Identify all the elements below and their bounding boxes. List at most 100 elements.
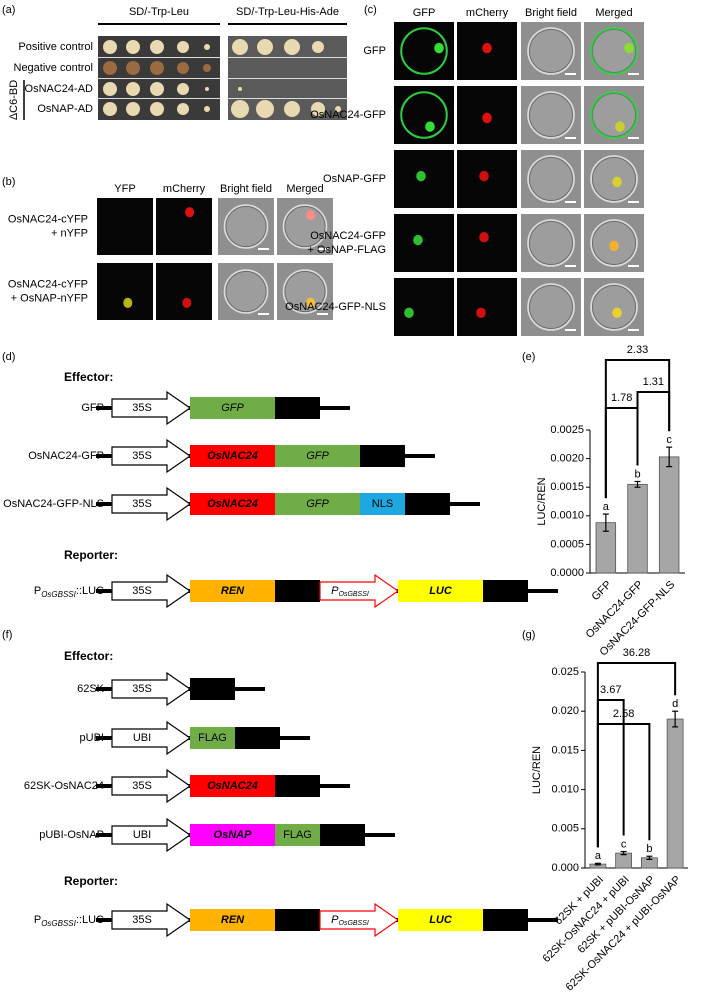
colony bbox=[256, 100, 274, 118]
fold-change: 36.28 bbox=[623, 647, 651, 659]
micrograph bbox=[394, 86, 454, 144]
part-text: UBI bbox=[133, 829, 151, 841]
part-text: Ter bbox=[498, 914, 514, 926]
bar bbox=[627, 483, 648, 574]
signal bbox=[182, 297, 192, 309]
fold-change: 2.33 bbox=[627, 344, 648, 356]
gene bbox=[405, 493, 450, 515]
cell bbox=[527, 283, 575, 331]
micrograph bbox=[394, 22, 454, 80]
part-text: 35S bbox=[132, 780, 152, 792]
gene bbox=[275, 580, 320, 602]
colony bbox=[177, 83, 189, 95]
colony bbox=[284, 39, 300, 55]
gene bbox=[190, 493, 275, 515]
part-text: 35S bbox=[132, 402, 152, 414]
gene bbox=[275, 493, 360, 515]
cell bbox=[223, 204, 269, 249]
signal bbox=[482, 112, 492, 124]
row-label: OsNAC24-cYFP bbox=[8, 278, 88, 290]
panel-label: (g) bbox=[522, 629, 535, 641]
signal bbox=[404, 307, 414, 319]
part-text: OsNAC24 bbox=[207, 498, 258, 510]
fold-change: 1.31 bbox=[643, 376, 664, 388]
colony bbox=[126, 102, 140, 116]
gene bbox=[190, 727, 235, 749]
panel-label: (c) bbox=[364, 4, 377, 16]
part-text: Ter bbox=[335, 829, 351, 841]
colony bbox=[126, 82, 140, 96]
micrograph bbox=[457, 278, 517, 336]
gene bbox=[483, 909, 528, 931]
micrograph bbox=[97, 198, 153, 255]
gene bbox=[190, 775, 275, 797]
colony bbox=[231, 100, 249, 118]
gfp-ring bbox=[590, 27, 638, 75]
part-label: OsNAP bbox=[214, 829, 253, 841]
part-text: Ter bbox=[290, 780, 306, 792]
promoter bbox=[319, 902, 400, 938]
part-label: 35S bbox=[132, 450, 152, 462]
colony bbox=[257, 39, 273, 55]
gene bbox=[275, 824, 320, 846]
panel-label: (d) bbox=[2, 351, 15, 363]
error-bar bbox=[594, 862, 601, 866]
part-label: 35S bbox=[132, 402, 152, 414]
part-label: Ter bbox=[205, 683, 221, 695]
part-text: OsNAC24 bbox=[207, 780, 258, 792]
part-label: Ter bbox=[498, 914, 514, 926]
cell-edge bbox=[528, 156, 574, 202]
x-tick-label: GFP bbox=[590, 579, 614, 603]
panel-label: (e) bbox=[522, 351, 535, 363]
row-label: + nYFP bbox=[51, 227, 88, 239]
comparison-bracket bbox=[596, 699, 625, 848]
panel-label: (a) bbox=[2, 4, 15, 16]
part-label: Ter bbox=[250, 732, 266, 744]
promoter bbox=[111, 390, 192, 426]
colony bbox=[103, 61, 117, 75]
gene bbox=[190, 397, 275, 419]
y-tick-label: 0.0020 bbox=[550, 453, 584, 465]
column-header: mCherry bbox=[163, 183, 206, 195]
colony bbox=[311, 102, 325, 116]
micrograph bbox=[156, 263, 212, 320]
colony bbox=[205, 87, 209, 91]
panel-label: (f) bbox=[2, 629, 12, 641]
signal bbox=[306, 297, 316, 309]
part-text: Ter bbox=[375, 450, 391, 462]
section-heading: Reporter: bbox=[64, 548, 118, 562]
colony bbox=[103, 102, 117, 116]
colony bbox=[150, 61, 164, 75]
part-text: UBI bbox=[133, 732, 151, 744]
construct-name: 62SK-OsNAC24 bbox=[24, 780, 104, 792]
y-tick-label: 0.025 bbox=[551, 666, 579, 678]
part-text: REN bbox=[221, 585, 245, 597]
cell-edge bbox=[591, 220, 637, 266]
part-label: 35S bbox=[132, 498, 152, 510]
significance-letter: b bbox=[634, 468, 640, 480]
part-label: REN bbox=[221, 585, 245, 597]
part-label: REN bbox=[221, 914, 245, 926]
signal bbox=[479, 170, 489, 182]
colony bbox=[126, 61, 140, 75]
part-label: UBI bbox=[133, 829, 151, 841]
part-text: P bbox=[331, 914, 339, 926]
error-bar bbox=[672, 710, 679, 728]
construct-name: POsGBSSI::LUC bbox=[34, 585, 104, 599]
cell bbox=[223, 269, 269, 314]
promoter bbox=[111, 438, 192, 474]
signal bbox=[479, 231, 489, 243]
column-header: Merged bbox=[595, 7, 632, 19]
gene bbox=[275, 775, 320, 797]
gene bbox=[275, 445, 360, 467]
part-text: GFP bbox=[306, 450, 329, 462]
significance-letter: a bbox=[603, 501, 610, 513]
part-text: Ter bbox=[250, 732, 266, 744]
gene bbox=[190, 678, 235, 700]
gfp-ring bbox=[400, 91, 448, 139]
bar bbox=[666, 718, 684, 869]
part-label: GFP bbox=[306, 450, 329, 462]
error-bar bbox=[646, 855, 653, 860]
column-header: YFP bbox=[114, 183, 135, 195]
